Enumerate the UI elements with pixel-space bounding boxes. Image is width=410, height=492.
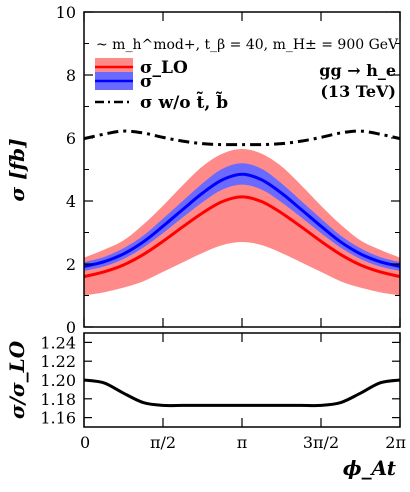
ratio-y-tick-label: 1.24 [40, 333, 76, 352]
x-axis-title: ϕ_At [343, 456, 397, 480]
line-series-1 [83, 172, 401, 268]
legend-label-sigma: σ [140, 72, 153, 92]
legend-item-sigma-without-squarks: σ w/o t̃, b̃ [95, 91, 228, 113]
energy-annotation: (13 TeV) [320, 82, 396, 101]
y-tick-label: 0 [66, 318, 76, 337]
ratio-panel: 1.161.181.201.221.24 0 π/2 π 3π/2 2π σ/σ_LO ϕ… [5, 332, 406, 480]
ratio-y-axis-title: σ/σ_LO [5, 340, 29, 419]
x-tick-label: π [237, 433, 248, 452]
band-series-1 [84, 163, 400, 271]
x-tick-label: π/2 [150, 433, 176, 452]
main-y-axis-title: σ [fb] [5, 138, 29, 201]
legend-label-sigma-without-squarks: σ w/o t̃, b̃ [140, 91, 228, 113]
ratio-y-tick-label: 1.22 [40, 352, 76, 371]
main-plot-frame [83, 11, 401, 328]
legend-item-sigma: σ [95, 72, 153, 92]
ratio-line-0 [83, 378, 401, 408]
y-tick-label: 4 [66, 192, 76, 211]
x-tick-label: 3π/2 [303, 433, 339, 452]
scenario-annotation: ~ m_h^mod+, t_β = 40, m_H± = 900 GeV [96, 37, 399, 53]
y-tick-label: 10 [56, 3, 76, 22]
ratio-y-tick-label: 1.16 [40, 409, 76, 428]
ratio-y-tick-label: 1.20 [40, 371, 76, 390]
process-annotation: gg → h_e [319, 61, 396, 80]
uncertainty-bands [84, 149, 400, 296]
legend: σ_LO σ σ w/o t̃, b̃ [95, 58, 228, 113]
line-w-o-t-b-2 [83, 129, 401, 147]
band-lo-0 [84, 149, 400, 296]
series-lines [83, 129, 401, 279]
main-panel: 0 2 4 6 8 10 ~ m_h^mod+, t_β = 40, m_H± = 900… [5, 3, 401, 337]
ratio-axis-ticks: 1.161.181.201.221.24 0 π/2 π 3π/2 2π [40, 333, 406, 452]
y-tick-label: 2 [66, 255, 76, 274]
y-tick-label: 8 [66, 66, 76, 85]
ratio-y-tick-label: 1.18 [40, 390, 76, 409]
y-tick-label: 6 [66, 129, 76, 148]
line-lo-0 [83, 195, 401, 279]
legend-label-sigma-lo: σ_LO [140, 58, 188, 78]
x-tick-label: 0 [80, 433, 90, 452]
legend-item-sigma-lo: σ_LO [95, 58, 188, 78]
x-tick-label: 2π [385, 433, 406, 452]
ratio-plot-frame [83, 332, 401, 428]
ratio-series-lines [83, 378, 401, 408]
